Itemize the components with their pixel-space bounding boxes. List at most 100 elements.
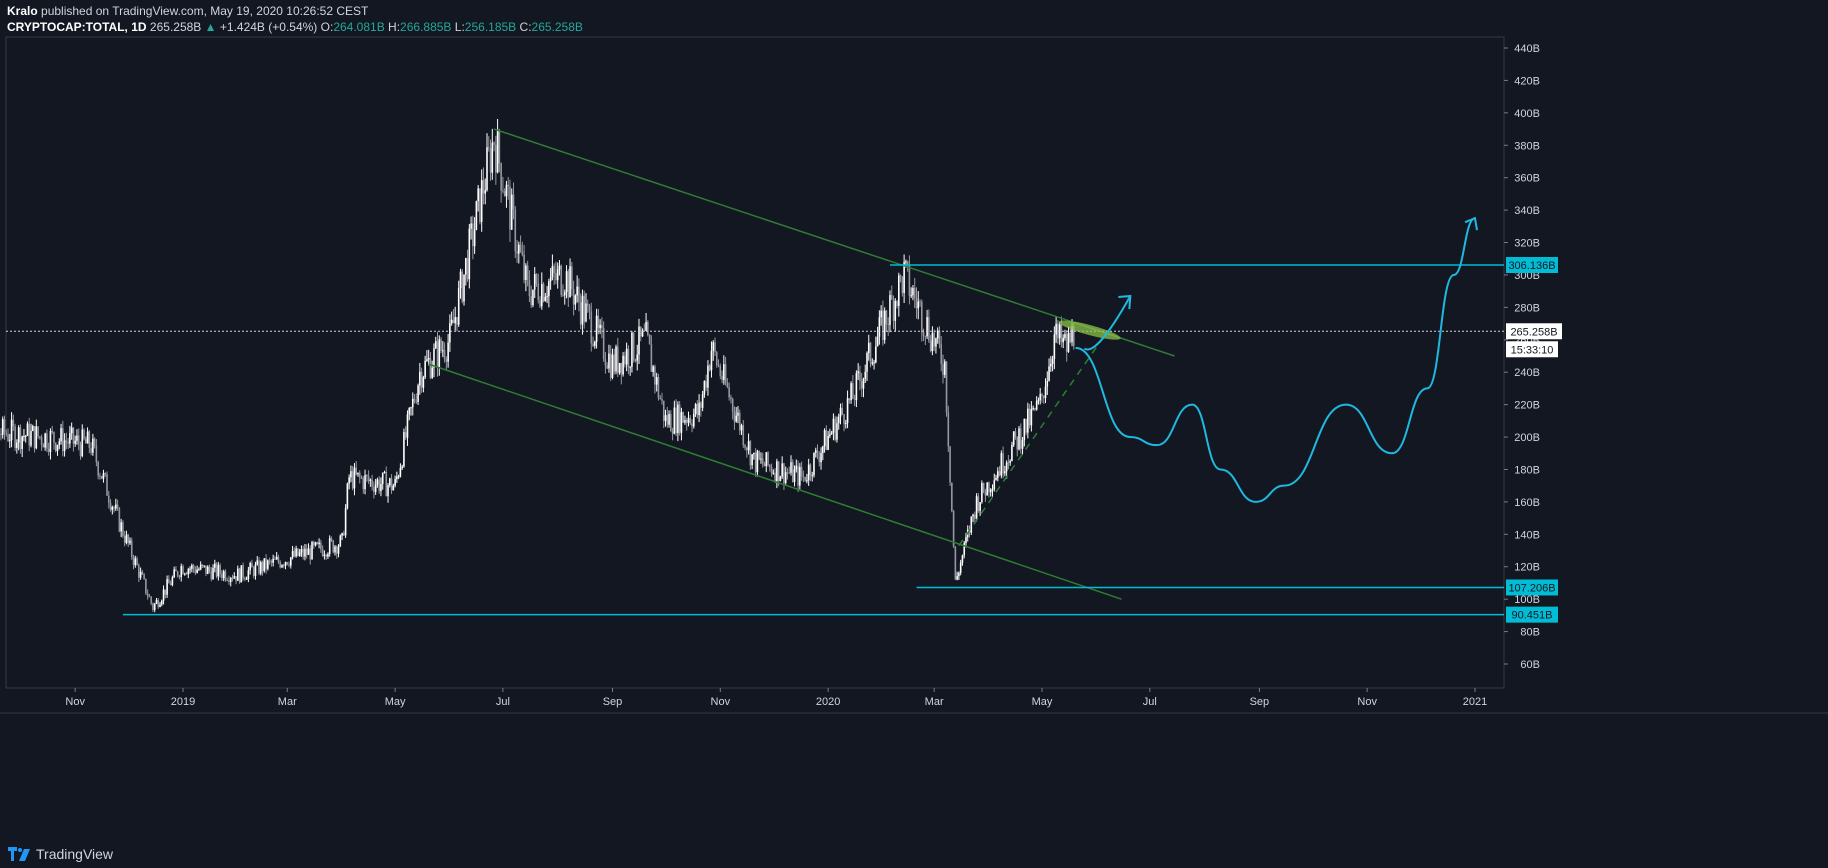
- y-tick-label: 140B: [1514, 529, 1540, 541]
- candle-body: [548, 281, 550, 297]
- candle-body: [625, 348, 628, 365]
- candle-body: [473, 229, 476, 247]
- candle-body: [335, 546, 338, 554]
- current-price-tag: [1506, 323, 1562, 340]
- candle-body: [459, 271, 462, 289]
- y-tick-label: 420B: [1514, 75, 1540, 87]
- candle-body: [1030, 408, 1033, 426]
- candle-body: [49, 431, 52, 452]
- candle-body: [487, 147, 490, 149]
- candle-body: [898, 275, 900, 306]
- candle-body: [226, 579, 228, 581]
- candle-body: [23, 436, 25, 438]
- candle-body: [339, 535, 342, 547]
- short-projection-arrow-head: [1118, 294, 1132, 310]
- candle-body: [307, 548, 310, 555]
- candle-body: [751, 454, 753, 466]
- candle-body: [148, 596, 151, 598]
- candle-body: [620, 363, 623, 375]
- candle-body: [1, 419, 4, 436]
- candle-body: [647, 321, 649, 335]
- y-tick-label: 100B: [1514, 594, 1540, 606]
- candle-body: [343, 533, 345, 536]
- level-price-label: 107.206B: [1508, 582, 1555, 594]
- candle-body: [341, 533, 343, 536]
- candle-body: [844, 423, 847, 425]
- candle-body: [47, 448, 50, 452]
- candle-body: [1034, 407, 1036, 410]
- candle-body: [694, 404, 697, 414]
- candle-body: [323, 554, 326, 556]
- candle-body: [334, 546, 336, 553]
- candle-body: [58, 441, 61, 445]
- candle-body: [344, 508, 347, 536]
- candle-body: [949, 446, 951, 483]
- candle-body: [217, 565, 220, 577]
- candle-body: [261, 562, 264, 572]
- candle-body: [528, 280, 531, 297]
- tradingview-logo[interactable]: TradingView: [8, 846, 113, 862]
- candle-body: [624, 355, 626, 365]
- candle-body: [703, 381, 706, 395]
- candle-body: [84, 438, 87, 444]
- x-tick-label: Mar: [278, 696, 297, 708]
- candle-body: [885, 310, 888, 325]
- candle-body: [482, 180, 485, 194]
- x-tick-label: Sep: [1250, 696, 1270, 708]
- candle-body: [468, 228, 471, 280]
- candle-body: [51, 431, 54, 433]
- candle-body: [259, 562, 262, 574]
- candle-body: [776, 461, 778, 482]
- candle-body: [281, 565, 283, 568]
- symbol-label[interactable]: CRYPTOCAP:TOTAL, 1D: [7, 20, 147, 34]
- candle-body: [178, 576, 181, 578]
- candle-body: [274, 558, 276, 560]
- candle-body: [429, 358, 432, 378]
- low-value: 256.185B: [464, 20, 517, 34]
- candle-body: [671, 431, 674, 434]
- candle-body: [908, 264, 911, 296]
- candle-body: [404, 432, 407, 438]
- author-name[interactable]: Kralo: [7, 4, 38, 18]
- candle-body: [666, 415, 669, 425]
- candle-body: [346, 483, 349, 509]
- candle-body: [712, 342, 715, 351]
- candle-body: [636, 354, 639, 361]
- candle-body: [1065, 334, 1068, 352]
- candle-body: [673, 407, 676, 434]
- candle-body: [54, 442, 57, 452]
- candle-body: [887, 324, 890, 326]
- candle-body: [1071, 326, 1073, 343]
- candle-body: [558, 265, 561, 270]
- candle-body: [525, 265, 527, 281]
- candle-body: [738, 412, 741, 431]
- candle-body: [993, 480, 996, 490]
- last-price: 265.258B: [149, 20, 202, 34]
- candle-body: [924, 335, 927, 337]
- candle-body: [14, 426, 16, 448]
- candle-body: [214, 563, 216, 568]
- candle-body: [664, 415, 667, 421]
- open-label: O:: [320, 20, 334, 34]
- candle-body: [641, 330, 644, 337]
- candle-body: [892, 299, 895, 321]
- candle-body: [1069, 332, 1072, 343]
- candle-body: [290, 557, 292, 566]
- candle-body: [244, 577, 246, 579]
- candle-body: [10, 419, 13, 441]
- candle-body: [26, 423, 29, 436]
- candle-body: [698, 402, 700, 416]
- candle-body: [668, 413, 670, 425]
- y-tick-label: 220B: [1514, 400, 1540, 412]
- candle-body: [199, 564, 202, 570]
- candle-body: [991, 489, 994, 491]
- candle-body: [928, 317, 930, 341]
- candle-body: [958, 572, 960, 577]
- candle-body: [196, 569, 198, 573]
- candle-body: [779, 476, 782, 481]
- candle-body: [304, 548, 306, 557]
- candle-body: [185, 573, 188, 575]
- grid-layer: [0, 36, 1828, 714]
- candle-body: [747, 441, 750, 451]
